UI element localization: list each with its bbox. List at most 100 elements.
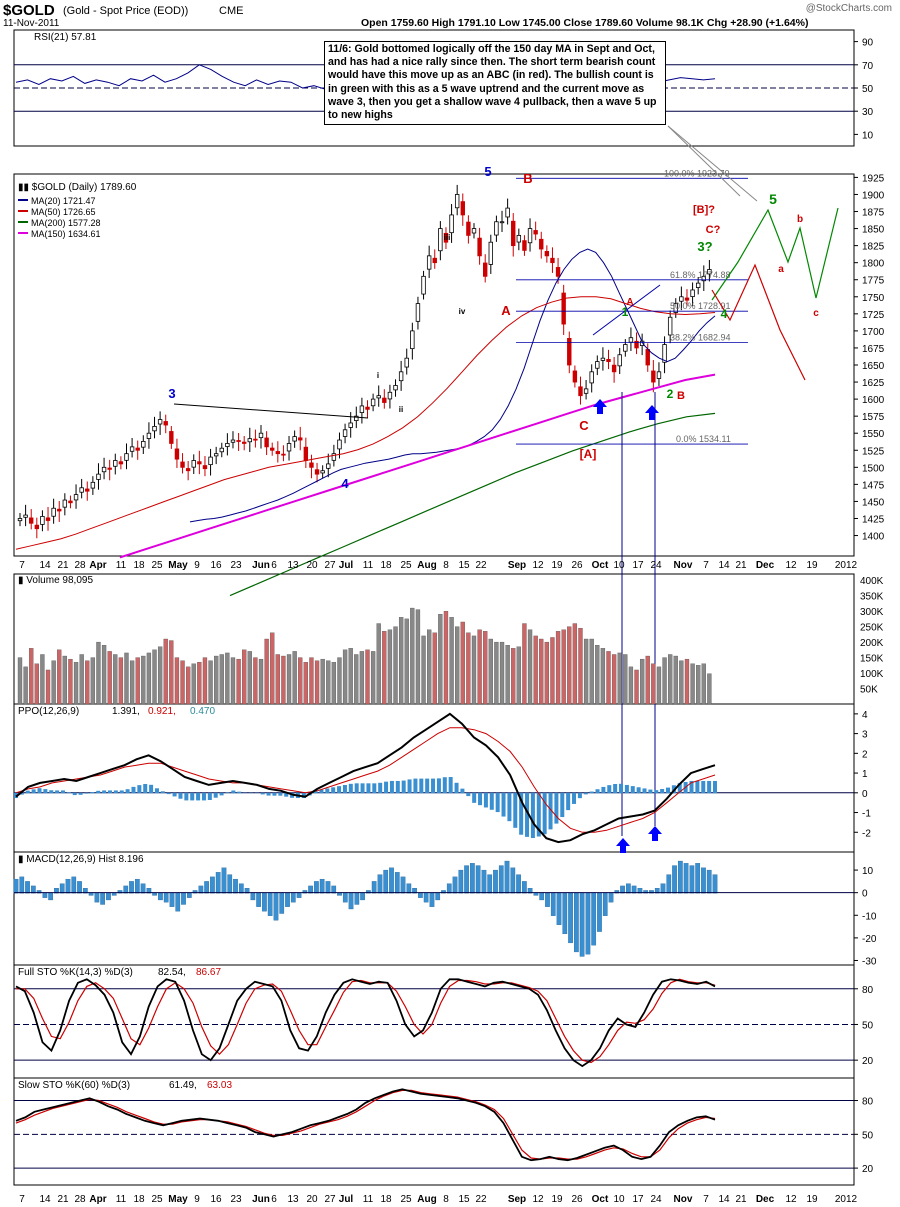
volume-bar bbox=[583, 638, 589, 705]
price-candle bbox=[382, 397, 387, 403]
y-tick-label: 0 bbox=[862, 889, 868, 900]
volume-bar bbox=[410, 607, 415, 705]
ppo-hist-bar bbox=[360, 783, 365, 794]
volume-bar bbox=[690, 663, 695, 705]
price-candle bbox=[611, 364, 617, 373]
x-tick-label: 18 bbox=[380, 560, 392, 571]
price-candle bbox=[51, 507, 56, 517]
volume-bar bbox=[185, 666, 191, 705]
ma20-line bbox=[189, 248, 716, 523]
price-candle bbox=[679, 296, 684, 302]
macd-hist-bar bbox=[308, 885, 313, 894]
macd-hist-bar bbox=[296, 892, 302, 898]
fib-label: 61.8% 1774.88 bbox=[670, 270, 731, 280]
macd-hist-bar bbox=[556, 892, 562, 925]
price-candle bbox=[572, 370, 578, 383]
chart-symbol: $GOLD bbox=[3, 2, 55, 19]
x-tick-label: 19 bbox=[551, 1194, 563, 1205]
volume-bar bbox=[483, 631, 488, 705]
macd-hist-bar bbox=[169, 892, 175, 907]
price-candle bbox=[219, 447, 224, 453]
ppo-hist-bar bbox=[113, 790, 118, 794]
price-candle bbox=[667, 316, 673, 336]
volume-bar bbox=[174, 657, 180, 705]
price-candle bbox=[270, 447, 275, 451]
ppo-hist-bar bbox=[301, 792, 306, 799]
price-candle bbox=[505, 207, 510, 218]
volume-bar bbox=[270, 632, 275, 705]
volume-bar bbox=[57, 649, 62, 705]
macd-hist-bar bbox=[591, 892, 597, 946]
y-tick-label: 20 bbox=[862, 1164, 874, 1175]
x-tick-label: Dec bbox=[756, 560, 775, 571]
price-candle bbox=[34, 524, 40, 530]
wave-label: 3 bbox=[168, 386, 175, 401]
macd-hist-bar bbox=[389, 867, 394, 894]
ppo-hist-bar bbox=[184, 792, 189, 801]
ppo-hist-bar bbox=[507, 792, 512, 822]
y-tick-label: 30 bbox=[862, 107, 874, 118]
x-tick-label: Sep bbox=[508, 560, 526, 571]
price-candle bbox=[477, 237, 482, 257]
price-candle bbox=[337, 439, 342, 450]
macd-hist-bar bbox=[227, 874, 233, 894]
ppo-hist-bar bbox=[613, 784, 618, 794]
volume-bar bbox=[197, 662, 202, 705]
volume-bar bbox=[286, 654, 292, 705]
volume-bar bbox=[606, 651, 611, 705]
y-tick-label: 1875 bbox=[862, 208, 885, 219]
price-candle bbox=[561, 292, 566, 325]
volume-bar bbox=[595, 645, 600, 705]
y-tick-label: 70 bbox=[862, 61, 874, 72]
wave-label: 2 bbox=[667, 387, 674, 401]
price-candle bbox=[124, 453, 129, 461]
ppo-hist-bar bbox=[595, 789, 600, 794]
x-tick-label: 23 bbox=[230, 1194, 242, 1205]
volume-bar bbox=[230, 657, 236, 705]
x-tick-label: 24 bbox=[650, 560, 662, 571]
volume-bar bbox=[348, 648, 353, 705]
volume-bar bbox=[45, 669, 51, 705]
x-tick-label: Apr bbox=[89, 1194, 106, 1205]
price-candle bbox=[174, 448, 180, 460]
ma200-line bbox=[229, 412, 716, 597]
ppo-hist-bar bbox=[519, 792, 524, 835]
price-candle bbox=[365, 406, 370, 410]
y-tick-label: 300K bbox=[860, 607, 884, 618]
x-tick-label: 25 bbox=[400, 1194, 412, 1205]
ppo-hist-bar bbox=[660, 788, 665, 794]
macd-hist-bar bbox=[516, 874, 521, 894]
volume-bar bbox=[656, 666, 662, 705]
macd-hist-bar bbox=[683, 863, 689, 894]
macd-hist-bar bbox=[314, 881, 319, 894]
x-tick-label: 25 bbox=[151, 560, 163, 571]
note-pointer bbox=[667, 125, 741, 197]
volume-bar bbox=[264, 638, 269, 705]
price-candle bbox=[707, 269, 712, 275]
y-tick-label: 1 bbox=[862, 769, 868, 780]
wave-label: B bbox=[523, 171, 532, 186]
x-tick-label: 14 bbox=[718, 560, 730, 571]
macd-hist-bar bbox=[163, 892, 169, 903]
ppo-hist-bar bbox=[366, 783, 371, 794]
volume-bar bbox=[544, 641, 550, 705]
x-tick-label: 27 bbox=[324, 1194, 336, 1205]
ppo-hist-bar bbox=[431, 778, 436, 794]
volume-bar bbox=[494, 641, 499, 705]
macd-hist-bar bbox=[510, 867, 516, 894]
x-tick-label: 27 bbox=[324, 560, 336, 571]
x-tick-label: 7 bbox=[703, 560, 709, 571]
price-candle bbox=[29, 517, 34, 524]
volume-bar bbox=[51, 660, 56, 705]
ppo-hist-bar bbox=[201, 792, 206, 801]
price-candle bbox=[701, 275, 706, 282]
macd-hist-bar bbox=[42, 892, 48, 898]
volume-bar bbox=[662, 657, 667, 705]
macd-hist-bar bbox=[545, 892, 550, 907]
fib-label: 38.2% 1682.94 bbox=[670, 333, 731, 343]
price-candle bbox=[152, 425, 157, 432]
volume-bar bbox=[320, 658, 325, 705]
up-arrow-icon bbox=[645, 405, 659, 420]
price-candle bbox=[23, 514, 28, 518]
volume-bar bbox=[169, 640, 174, 705]
